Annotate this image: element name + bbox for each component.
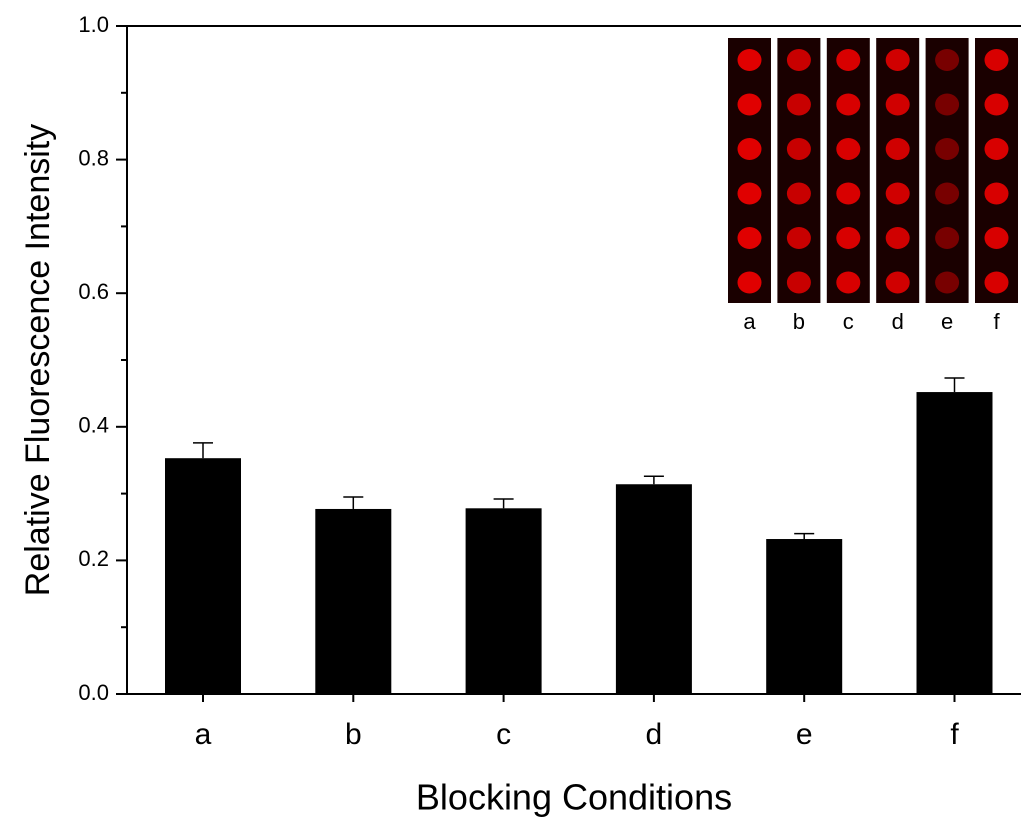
y-tick-label: 0.2 (78, 546, 109, 571)
inset-spot (985, 94, 1009, 116)
inset-label: d (892, 309, 904, 334)
inset-spot (738, 183, 762, 205)
inset-spot (787, 272, 811, 294)
inset-spot (886, 227, 910, 249)
page: Relative Fluorescence Intensity Blocking… (0, 0, 1021, 821)
inset-spot (787, 94, 811, 116)
inset-strip (926, 38, 969, 303)
inset-spot (935, 227, 959, 249)
inset-spot (738, 227, 762, 249)
inset-spot (935, 272, 959, 294)
x-tick-label: a (195, 718, 212, 751)
inset-label: b (793, 309, 805, 334)
x-tick-label: e (796, 718, 813, 751)
inset-spot (985, 49, 1009, 71)
bar (165, 458, 241, 694)
inset-strip (876, 38, 919, 303)
inset-spot (787, 49, 811, 71)
inset-spot (836, 49, 860, 71)
y-tick-label: 1.0 (78, 12, 109, 37)
y-axis-label: Relative Fluorescence Intensity (19, 124, 57, 596)
inset-spot (985, 183, 1009, 205)
inset-spot (787, 227, 811, 249)
inset-spot (935, 49, 959, 71)
inset-spot (886, 94, 910, 116)
x-tick-label: f (950, 718, 959, 751)
inset-spot (935, 94, 959, 116)
inset-spot (935, 183, 959, 205)
x-tick-label: b (345, 718, 362, 751)
y-tick-label: 0.4 (78, 413, 109, 438)
y-tick-label: 0.6 (78, 279, 109, 304)
y-tick-label: 0.0 (78, 680, 109, 705)
inset-spot (935, 138, 959, 160)
y-tick-label: 0.8 (78, 145, 109, 170)
inset-spot (787, 183, 811, 205)
bar (466, 508, 542, 694)
inset-label: f (993, 309, 1000, 334)
x-tick-label: d (646, 718, 663, 751)
inset-background (728, 38, 1018, 303)
x-axis-label: Blocking Conditions (416, 777, 732, 818)
inset-label: a (743, 309, 756, 334)
inset-spot (787, 138, 811, 160)
bar (616, 484, 692, 694)
inset-label: e (941, 309, 953, 334)
inset-spot (738, 94, 762, 116)
bar (766, 539, 842, 694)
inset-strip (777, 38, 820, 303)
x-tick-label: c (496, 718, 511, 751)
bar (315, 509, 391, 694)
inset-spot (738, 49, 762, 71)
inset-spot (836, 227, 860, 249)
inset-spot (886, 272, 910, 294)
inset-strip (728, 38, 771, 303)
chart: Relative Fluorescence Intensity Blocking… (0, 0, 1021, 821)
bar (917, 392, 993, 694)
inset-spot (886, 183, 910, 205)
inset-spot (738, 272, 762, 294)
inset-spot (886, 138, 910, 160)
inset-spot (738, 138, 762, 160)
inset-spot (985, 227, 1009, 249)
inset-strip (827, 38, 870, 303)
inset-spot (985, 138, 1009, 160)
inset-spot (836, 138, 860, 160)
inset-label: c (843, 309, 854, 334)
inset-spot (836, 183, 860, 205)
inset-spot (836, 94, 860, 116)
inset-spot (836, 272, 860, 294)
inset-strip (975, 38, 1018, 303)
inset-spot (985, 272, 1009, 294)
inset-spot (886, 49, 910, 71)
